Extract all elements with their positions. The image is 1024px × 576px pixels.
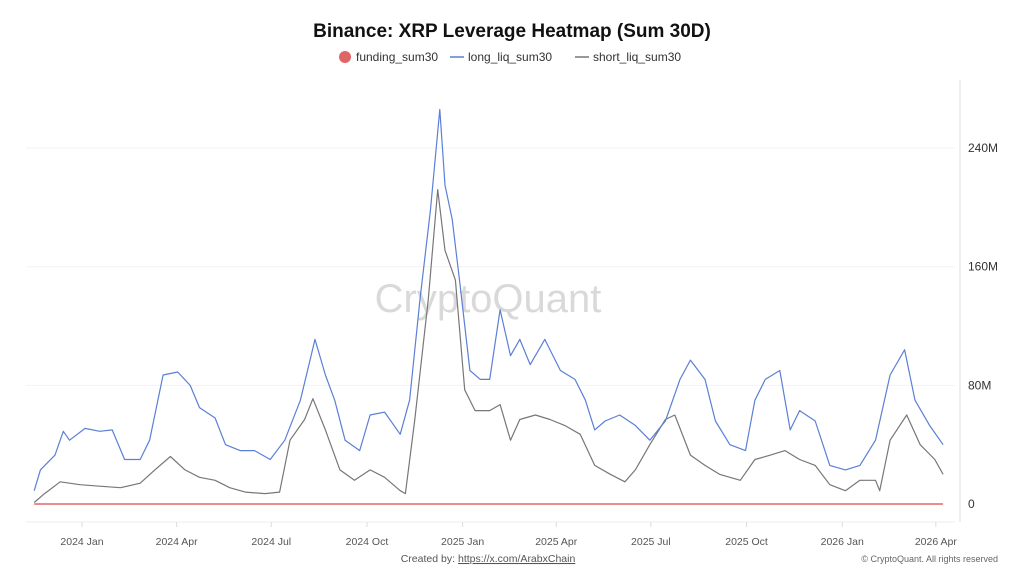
series [33,108,944,505]
x-axis: 2024 Jan 2024 Apr 2024 Jul 2024 Oct 2025 Jan… [60,522,957,548]
y-tick-label: 240M [968,141,998,155]
footer-copyright: © CryptoQuant. All rights reserved [861,554,998,564]
legend-label: funding_sum30 [356,50,438,64]
x-tick-label: 2024 Apr [156,536,199,548]
legend: funding_sum30 long_liq_sum30 short_liq_sum… [339,50,681,64]
x-tick-label: 2024 Jul [251,536,291,548]
legend-item-short_liq_sum30[interactable]: short_liq_sum30 [575,50,681,64]
footer-link[interactable]: https://x.com/ArabxChain [458,553,575,565]
x-tick-label: 2025 Jul [631,536,671,548]
x-tick-label: 2024 Jan [60,536,103,548]
legend-label: short_liq_sum30 [593,50,681,64]
chart-title: Binance: XRP Leverage Heatmap (Sum 30D) [313,21,711,42]
y-axis: 0 80M 160M 240M [968,141,998,511]
x-tick-label: 2026 Apr [915,536,958,548]
watermark: CryptoQuant [375,277,602,321]
series-line-long_liq_sum30 [33,108,944,491]
legend-label: long_liq_sum30 [468,50,552,64]
y-tick-label: 0 [968,497,975,511]
x-tick-label: 2024 Oct [346,536,389,548]
y-tick-label: 80M [968,378,991,392]
x-tick-label: 2025 Apr [535,536,578,548]
y-tick-label: 160M [968,260,998,274]
legend-item-funding_sum30[interactable]: funding_sum30 [339,50,438,64]
x-tick-label: 2025 Oct [725,536,768,548]
legend-marker-circle [339,51,351,63]
x-tick-label: 2026 Jan [821,536,864,548]
legend-item-long_liq_sum30[interactable]: long_liq_sum30 [450,50,552,64]
grid [26,147,955,386]
series-line-short_liq_sum30 [33,189,944,503]
x-tick-label: 2025 Jan [441,536,484,548]
footer-created-by: Created by: [401,553,455,565]
